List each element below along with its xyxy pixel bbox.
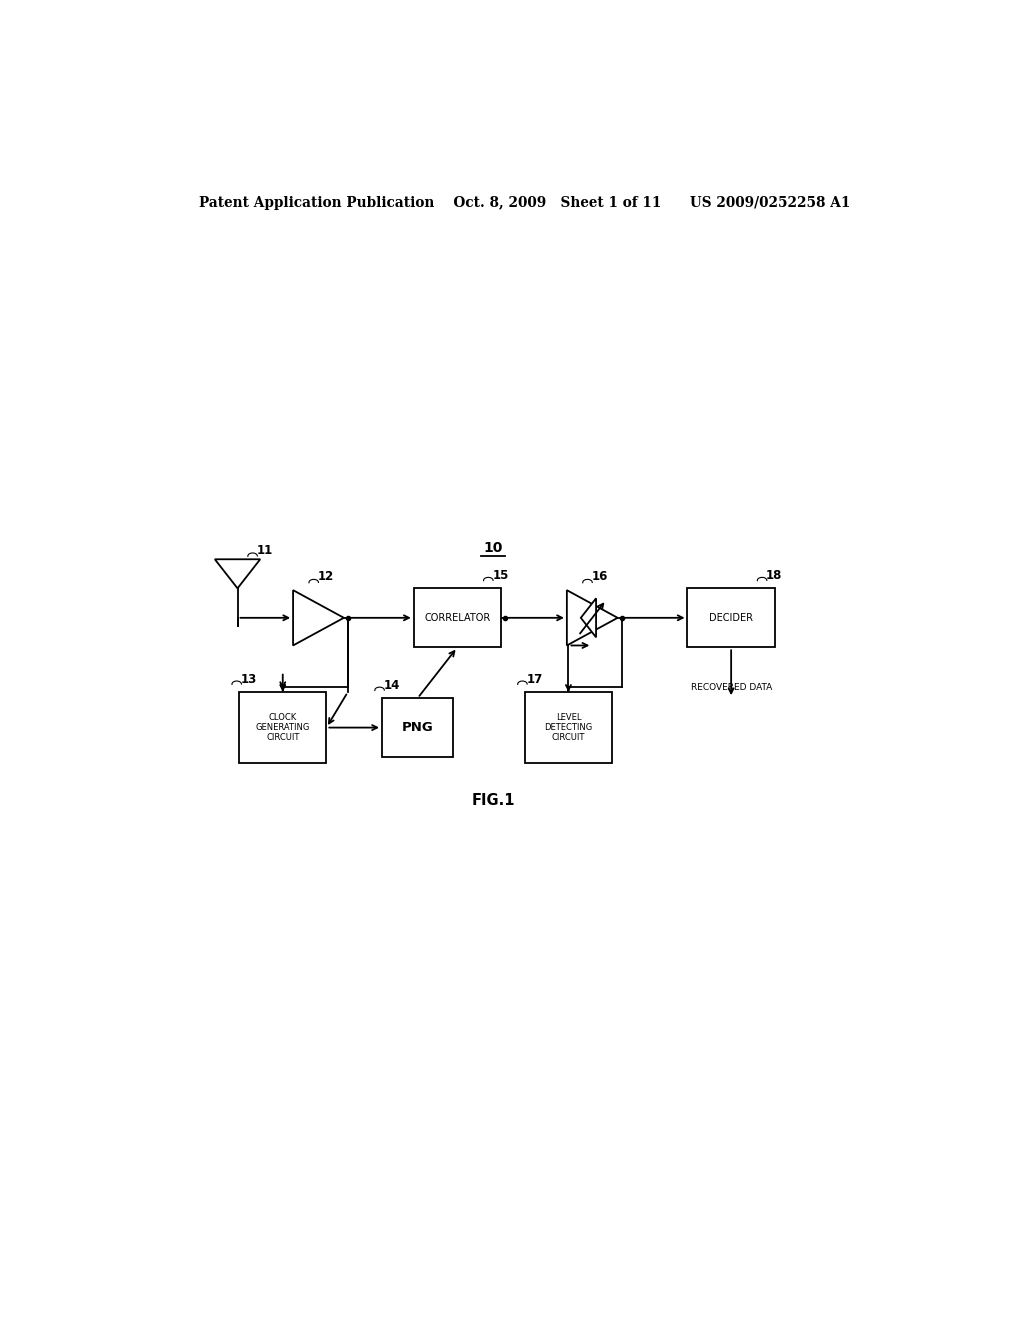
Text: 11: 11 (257, 544, 272, 557)
Text: 12: 12 (317, 570, 334, 583)
Text: CLOCK
GENERATING
CIRCUIT: CLOCK GENERATING CIRCUIT (256, 713, 310, 742)
Text: 15: 15 (493, 569, 509, 582)
Text: 10: 10 (483, 541, 503, 554)
Polygon shape (567, 590, 617, 645)
Text: RECOVERED DATA: RECOVERED DATA (690, 682, 772, 692)
Text: 17: 17 (526, 673, 543, 686)
FancyBboxPatch shape (240, 692, 327, 763)
Text: LEVEL
DETECTING
CIRCUIT: LEVEL DETECTING CIRCUIT (545, 713, 593, 742)
Text: CORRELATOR: CORRELATOR (424, 612, 490, 623)
Text: PNG: PNG (401, 721, 433, 734)
Text: 16: 16 (592, 570, 608, 583)
FancyBboxPatch shape (382, 698, 454, 758)
Polygon shape (581, 598, 596, 638)
Text: Patent Application Publication    Oct. 8, 2009   Sheet 1 of 11      US 2009/0252: Patent Application Publication Oct. 8, 2… (199, 197, 851, 210)
Polygon shape (293, 590, 344, 645)
Polygon shape (215, 560, 260, 589)
Text: 14: 14 (384, 678, 400, 692)
Text: 18: 18 (766, 569, 782, 582)
FancyBboxPatch shape (524, 692, 612, 763)
FancyBboxPatch shape (414, 589, 501, 647)
FancyBboxPatch shape (687, 589, 775, 647)
Text: DECIDER: DECIDER (710, 612, 753, 623)
Text: FIG.1: FIG.1 (471, 793, 515, 808)
Text: 13: 13 (241, 673, 257, 686)
